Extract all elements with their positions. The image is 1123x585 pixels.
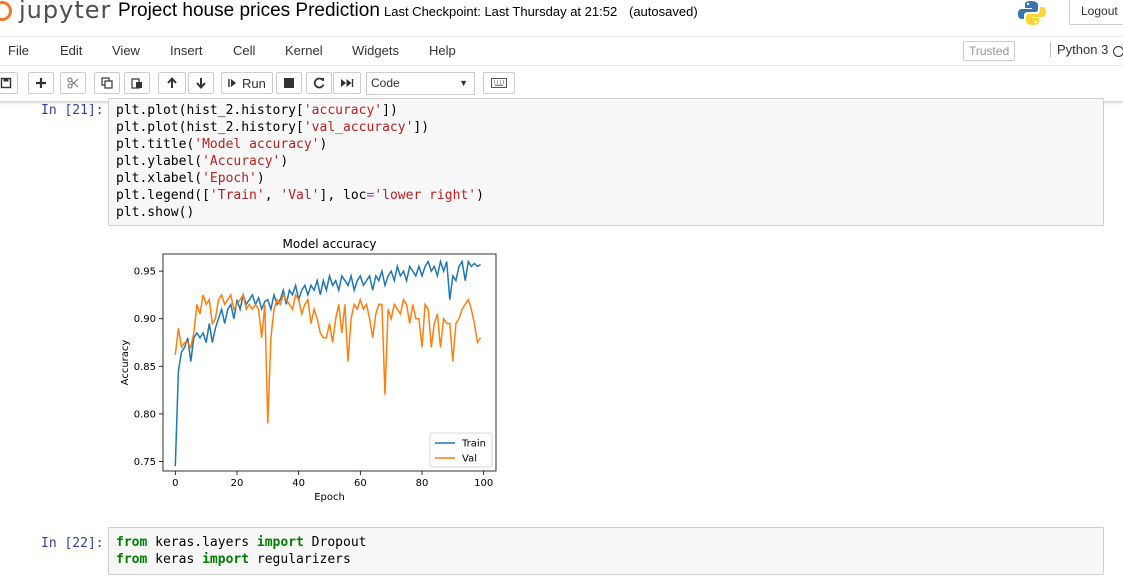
code-line: plt.plot(hist_2.history['accuracy']) (116, 103, 398, 118)
code-line: plt.plot(hist_2.history['val_accuracy']) (116, 120, 430, 135)
autosave-status: (autosaved) (629, 4, 698, 19)
code-line: plt.legend(['Train', 'Val'], loc='lower … (116, 188, 484, 203)
code-line: from keras import regularizers (116, 552, 351, 567)
restart-icon (313, 77, 325, 89)
plot-frame (162, 253, 497, 472)
series-line-val (174, 292, 482, 424)
y-tick-label: 0.75 (134, 457, 156, 468)
checkpoint-status: Last Checkpoint: Last Thursday at 21:52 (384, 4, 618, 19)
legend-label-val: Val (462, 454, 477, 465)
kernel-name: Python 3 (1050, 42, 1108, 57)
x-tick-label: 0 (172, 478, 178, 489)
y-tick-label: 0.85 (134, 362, 156, 373)
chart-title: Model accuracy (283, 237, 377, 251)
menu-help[interactable]: Help (429, 43, 456, 58)
menu-widgets[interactable]: Widgets (352, 43, 399, 58)
scissors-icon (67, 77, 79, 89)
menu-insert[interactable]: Insert (170, 43, 203, 58)
chevron-down-icon: ▼ (459, 78, 468, 88)
y-tick-label: 0.80 (134, 409, 156, 420)
arrow-up-icon (167, 77, 177, 88)
copy-button[interactable] (94, 72, 120, 94)
x-tick-label: 100 (474, 478, 493, 489)
code-line: plt.xlabel('Epoch') (116, 171, 265, 186)
code-cell-21-input[interactable]: plt.plot(hist_2.history['accuracy']) plt… (108, 98, 1104, 226)
jupyter-logo-text: jupyter (19, 0, 112, 24)
accuracy-chart: Model accuracy 0 20 40 60 80 100 0.75 0.80 0.85 0.… (120, 237, 497, 503)
x-tick-label: 80 (416, 478, 429, 489)
y-tick-label: 0.95 (134, 267, 156, 278)
run-button[interactable]: Run (221, 72, 273, 94)
keyboard-icon (491, 78, 507, 88)
logout-button[interactable]: Logout (1069, 0, 1123, 25)
trusted-indicator[interactable]: Trusted (963, 41, 1016, 61)
code-line: plt.title('Model accuracy') (116, 137, 328, 152)
stop-icon (284, 78, 294, 88)
x-tick-label: 20 (231, 478, 244, 489)
cut-button[interactable] (60, 72, 86, 94)
header: jupyter Project house prices Prediction … (0, 0, 1123, 36)
move-up-button[interactable] (158, 72, 186, 94)
code-cell-22-input[interactable]: from keras.layers import Dropout from ke… (108, 527, 1104, 575)
fast-forward-icon (341, 79, 354, 87)
series-line-train (174, 258, 481, 467)
legend-label-train: Train (461, 439, 486, 450)
plus-icon (36, 78, 46, 88)
run-icon (228, 79, 236, 87)
paste-button[interactable] (124, 72, 150, 94)
menu-kernel[interactable]: Kernel (285, 43, 323, 58)
insert-cell-button[interactable] (28, 72, 54, 94)
code-line: plt.show() (116, 205, 195, 220)
notebook-name[interactable]: Project house prices Prediction (118, 0, 380, 21)
x-tick-label: 60 (354, 478, 367, 489)
x-axis-label: Epoch (314, 492, 345, 503)
copy-icon (101, 77, 113, 89)
cell-type-select[interactable]: Code ▼ (366, 72, 475, 95)
cell-prompt-21: In [21]: (41, 103, 104, 118)
menu-cell[interactable]: Cell (233, 43, 256, 58)
jupyter-logo-icon (0, 1, 12, 21)
menubar: File Edit View Insert Cell Kernel Widget… (0, 36, 1123, 66)
code-line: from keras.layers import Dropout (116, 535, 367, 550)
kernel-status-icon (1113, 46, 1123, 57)
run-label: Run (242, 75, 266, 91)
cell-prompt-22: In [22]: (41, 536, 104, 551)
restart-run-all-button[interactable] (333, 72, 361, 94)
y-tick-label: 0.90 (134, 314, 156, 325)
python-logo-icon (1018, 1, 1046, 25)
restart-button[interactable] (306, 72, 332, 94)
menu-edit[interactable]: Edit (60, 43, 83, 58)
code-line: plt.ylabel('Accuracy') (116, 154, 289, 169)
x-tick-label: 40 (292, 478, 305, 489)
y-axis-label: Accuracy (120, 340, 131, 386)
paste-icon (131, 78, 142, 89)
menu-file[interactable]: File (8, 43, 29, 58)
interrupt-button[interactable] (276, 72, 302, 94)
move-down-button[interactable] (188, 72, 214, 94)
toolbar: Run Code ▼ (0, 66, 1123, 102)
save-button[interactable] (0, 72, 18, 94)
save-icon (0, 77, 12, 89)
arrow-down-icon (196, 78, 206, 89)
cell-type-value: Code (371, 76, 400, 90)
menu-view[interactable]: View (112, 43, 140, 58)
command-palette-button[interactable] (483, 72, 515, 94)
